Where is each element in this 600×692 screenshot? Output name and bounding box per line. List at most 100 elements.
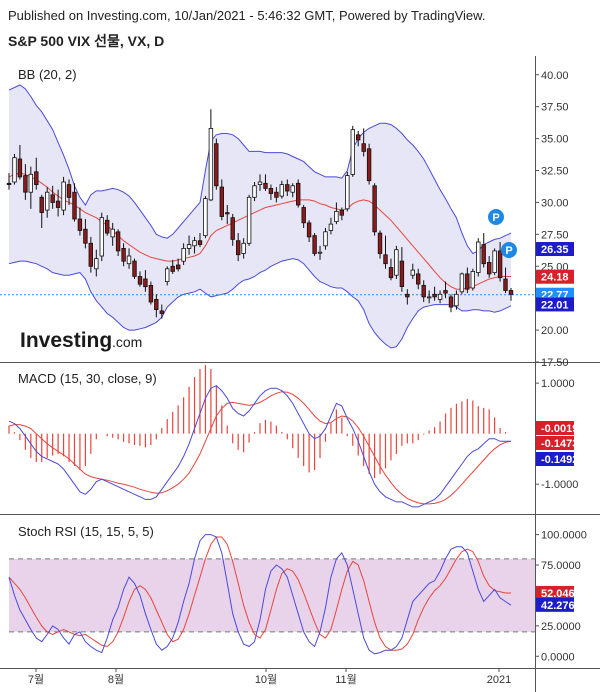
stochrsi-tick-label: 75.0000 (541, 560, 581, 572)
bb-band-area (9, 85, 511, 348)
candle (454, 290, 459, 310)
p-marker-icon[interactable]: P (501, 242, 517, 258)
macd-tick-label: -1.0000 (541, 479, 578, 491)
bollinger-band-fill (9, 85, 511, 348)
p-marker-icon[interactable]: P (488, 209, 504, 225)
price-tag: 24.18 (536, 269, 574, 284)
candle (105, 215, 110, 236)
candle (252, 182, 257, 202)
stochrsi-tick-label: 100.0000 (541, 530, 587, 542)
candle (83, 219, 88, 249)
stochrsi-pane: 100.0000 75.0000 25.0000 0.0000 52.046542.27… (8, 530, 587, 663)
candle (263, 174, 268, 191)
candle (432, 286, 437, 301)
candle (274, 187, 279, 203)
candle (164, 266, 170, 286)
candle (317, 245, 323, 260)
svg-text:P: P (505, 245, 512, 257)
bb-basis-line (8, 172, 511, 290)
candle (437, 290, 443, 304)
svg-text:.com: .com (112, 334, 142, 350)
stochrsi-tag: 42.2761 (536, 597, 581, 612)
candle (394, 245, 399, 280)
svg-text:26.35: 26.35 (541, 244, 569, 256)
candle (383, 235, 388, 269)
candle (99, 212, 104, 262)
macd-tag: -0.1492 (536, 452, 578, 466)
candle (476, 238, 481, 277)
candle (23, 164, 28, 200)
candle (175, 258, 181, 272)
candle (181, 243, 186, 265)
time-tick-label: 2021 (487, 674, 511, 686)
macd-tick-label: 1.0000 (541, 378, 575, 390)
candle (230, 213, 235, 246)
svg-text:42.2761: 42.2761 (541, 600, 581, 612)
candle (268, 184, 274, 200)
price-tick-label: 37.50 (541, 102, 569, 114)
candle (497, 242, 503, 282)
candle (339, 207, 344, 221)
candle (55, 189, 61, 217)
candle (12, 153, 17, 185)
candle (241, 238, 246, 259)
candle (208, 109, 214, 202)
candle (170, 259, 175, 274)
candle (290, 183, 295, 198)
candle (17, 144, 23, 180)
svg-text:P: P (492, 212, 499, 224)
time-tick-label: 8월 (108, 673, 124, 686)
candle (137, 271, 143, 287)
candle (421, 280, 426, 302)
candle (72, 183, 77, 222)
stochrsi-tag: 52.0465 (536, 585, 581, 600)
candle (492, 248, 497, 276)
candle (377, 230, 383, 259)
price-tag: 22.01 (536, 297, 574, 312)
stochrsi-band-fill (9, 558, 535, 632)
candle (355, 130, 361, 147)
time-tick-label: 10월 (255, 673, 277, 686)
svg-text:-0.0019: -0.0019 (541, 423, 578, 435)
candle (415, 268, 421, 290)
stochrsi-tick-label: 0.0000 (541, 651, 575, 663)
candle (50, 185, 55, 209)
candle (448, 294, 454, 313)
time-tick-label: 7월 (28, 673, 44, 686)
candle (94, 249, 99, 277)
bb-upper-line (8, 84, 512, 255)
price-tick-label: 32.50 (541, 166, 569, 178)
published-line: Published on Investing.com, 10/Jan/2021 … (8, 8, 486, 23)
candle (508, 287, 514, 301)
candle (459, 272, 465, 295)
candle (323, 227, 328, 250)
price-tick-label: 20.00 (541, 325, 569, 337)
candle (235, 233, 241, 262)
macd-line (8, 385, 511, 508)
candle (126, 248, 132, 269)
candle (186, 235, 192, 255)
candle (88, 236, 93, 273)
time-tick-label: 11월 (335, 673, 357, 686)
candle (197, 233, 203, 248)
candle (312, 233, 317, 257)
stochrsi-tick-label: 25.0000 (541, 621, 581, 633)
investing-logo: Investing .com (20, 329, 142, 352)
candle (121, 243, 126, 267)
price-tick-label: 27.50 (541, 229, 569, 241)
stochrsi-d-line (8, 536, 511, 651)
candle (388, 258, 394, 281)
candle (61, 176, 66, 216)
panel-frames (0, 56, 600, 692)
candle (443, 281, 448, 299)
candle (28, 166, 33, 209)
candle (110, 222, 115, 246)
candle (465, 267, 470, 294)
svg-text:-0.1492: -0.1492 (541, 454, 578, 466)
candle (372, 183, 377, 236)
price-tag: 26.35 (536, 242, 574, 257)
candle (470, 268, 475, 291)
svg-text:-0.1473: -0.1473 (541, 438, 578, 450)
